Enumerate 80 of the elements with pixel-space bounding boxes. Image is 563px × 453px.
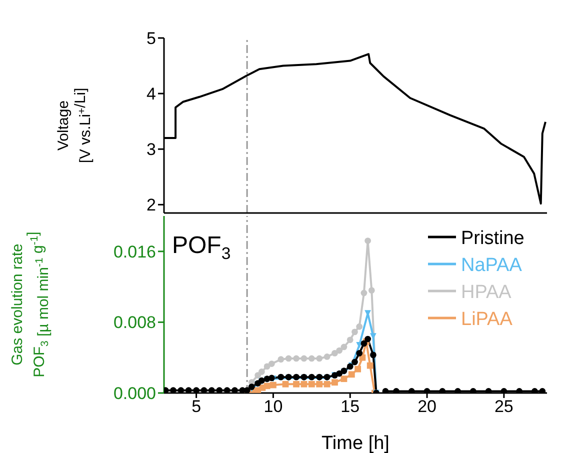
point: [300, 380, 308, 388]
point: [539, 388, 546, 393]
legend-label: HPAA: [461, 282, 512, 303]
point: [293, 380, 300, 388]
point: [348, 371, 355, 378]
point: [332, 379, 338, 386]
point: [470, 388, 476, 393]
point: [336, 347, 343, 354]
point: [332, 350, 338, 356]
point: [285, 355, 292, 362]
legend-label: NaPAA: [461, 255, 522, 276]
point: [356, 350, 363, 356]
point: [200, 387, 208, 393]
point: [500, 388, 508, 393]
point: [439, 388, 446, 393]
y-tick-label: 0.016: [113, 242, 156, 262]
x-tick-label: 20: [418, 397, 436, 416]
x-axis-title: Time [h]: [322, 433, 390, 453]
x-tick-label: 25: [494, 397, 514, 416]
point: [316, 380, 323, 388]
point: [531, 388, 538, 393]
point: [308, 380, 315, 388]
point: [300, 355, 308, 362]
point: [485, 388, 492, 393]
y-tick-label: 5: [146, 29, 156, 48]
point: [408, 388, 415, 393]
point: [370, 352, 376, 358]
point: [324, 354, 330, 360]
x-tick-label: 10: [264, 397, 283, 416]
point: [424, 388, 430, 393]
point: [258, 368, 265, 375]
point: [368, 287, 375, 294]
point: [216, 387, 223, 393]
point: [364, 336, 372, 342]
point: [454, 388, 461, 393]
point: [185, 387, 192, 393]
point: [232, 387, 238, 393]
y-tick-label: 3: [146, 140, 156, 160]
point: [393, 388, 400, 393]
point: [356, 323, 363, 330]
point: [360, 290, 368, 296]
point: [360, 340, 368, 347]
point: [366, 362, 374, 369]
point: [293, 355, 300, 362]
point: [293, 374, 300, 380]
point: [278, 356, 284, 363]
point: [193, 387, 200, 393]
point: [352, 358, 358, 366]
point: [346, 336, 354, 344]
point: [308, 355, 315, 362]
point: [178, 387, 184, 393]
y-tick-label: 0.000: [113, 384, 156, 404]
y-tick-label: 2: [146, 196, 156, 215]
point: [354, 366, 362, 372]
point: [264, 382, 270, 390]
legend-label: Pristine: [461, 228, 524, 249]
point: [324, 380, 330, 388]
point: [316, 355, 323, 362]
point: [308, 374, 315, 380]
x-tick-label: 5: [192, 397, 202, 416]
annotation: POF$_{3}$: [172, 232, 231, 263]
point: [270, 382, 276, 388]
point: [224, 387, 230, 393]
x-tick-label: 15: [340, 397, 360, 416]
point: [364, 238, 372, 244]
point: [336, 370, 343, 377]
point: [340, 344, 348, 350]
point: [254, 372, 262, 378]
y-tick-label: 4: [146, 84, 156, 104]
legend-label: LiPAA: [461, 309, 513, 330]
point: [278, 374, 284, 380]
point: [268, 360, 275, 367]
point: [352, 328, 358, 336]
y-tick-label: 0.008: [113, 313, 156, 332]
point: [208, 387, 215, 393]
point: [282, 380, 289, 388]
point: [382, 388, 389, 393]
point: [340, 376, 348, 382]
point: [516, 388, 523, 393]
point: [170, 387, 176, 393]
